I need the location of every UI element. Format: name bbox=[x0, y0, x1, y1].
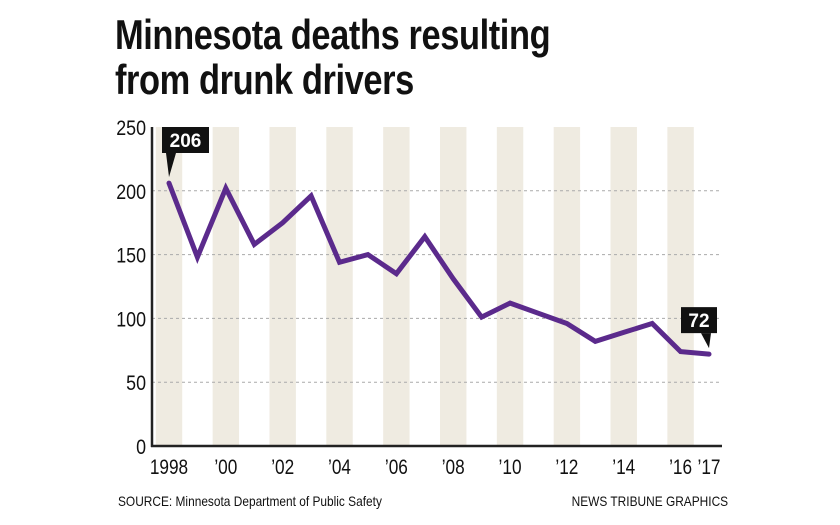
y-tick-label: 50 bbox=[126, 372, 146, 396]
y-tick-label: 250 bbox=[116, 117, 146, 141]
value-callout: 206 bbox=[162, 127, 209, 178]
year-stripe bbox=[155, 127, 183, 446]
title-line-2: from drunk drivers bbox=[115, 56, 414, 103]
title-line-1: Minnesota deaths resulting bbox=[115, 11, 551, 58]
year-stripe bbox=[269, 127, 296, 446]
year-stripe bbox=[496, 127, 524, 446]
chart-title: Minnesota deaths resulting from drunk dr… bbox=[115, 11, 551, 103]
y-tick-label: 150 bbox=[116, 244, 146, 268]
callout-box bbox=[681, 307, 717, 334]
x-tick-label: 1998 bbox=[150, 457, 188, 480]
callout-pointer bbox=[166, 153, 176, 178]
y-tick-label: 200 bbox=[116, 180, 146, 204]
value-callout: 72 bbox=[681, 307, 717, 349]
source-note: SOURCE: Minnesota Department of Public S… bbox=[118, 493, 382, 509]
x-tick-label: ’14 bbox=[612, 457, 635, 480]
x-tick-label: ’10 bbox=[499, 457, 522, 480]
x-tick-label: ’17 bbox=[698, 457, 721, 480]
y-tick-label: 100 bbox=[116, 308, 146, 332]
data-label: 206 bbox=[170, 131, 202, 152]
callout-box bbox=[162, 127, 209, 153]
x-tick-label: ’06 bbox=[385, 457, 408, 480]
year-stripe bbox=[610, 127, 637, 446]
x-tick-label: ’12 bbox=[555, 457, 578, 480]
x-tick-label: ’02 bbox=[271, 457, 294, 480]
year-stripe bbox=[667, 127, 694, 446]
x-tick-label: ’00 bbox=[214, 457, 237, 480]
year-stripe bbox=[326, 127, 353, 446]
year-stripe bbox=[440, 127, 467, 446]
year-stripe bbox=[212, 127, 240, 446]
x-tick-label: ’16 bbox=[669, 457, 692, 480]
callout-pointer bbox=[701, 333, 711, 349]
x-tick-label: ’08 bbox=[442, 457, 465, 480]
y-tick-label: 0 bbox=[136, 436, 146, 460]
credit-note: NEWS TRIBUNE GRAPHICS bbox=[571, 493, 728, 509]
year-stripe bbox=[553, 127, 581, 446]
data-line bbox=[166, 180, 712, 357]
data-label: 72 bbox=[688, 311, 709, 332]
x-tick-label: ’04 bbox=[328, 457, 351, 480]
year-stripe bbox=[383, 127, 410, 446]
